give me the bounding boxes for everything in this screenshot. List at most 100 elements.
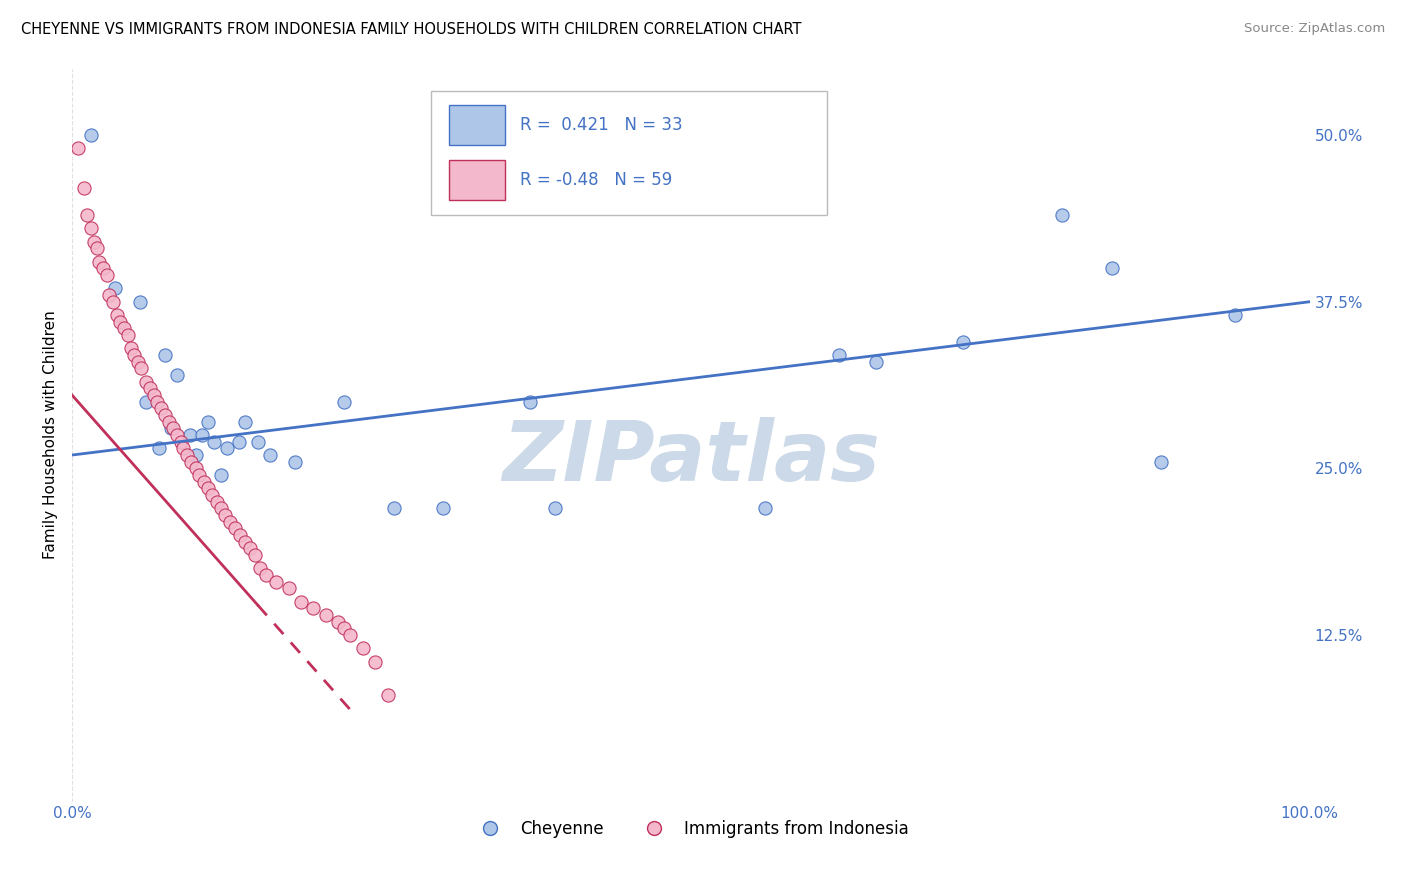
Point <box>1225 308 1247 322</box>
Point <box>239 541 262 556</box>
Point <box>135 375 157 389</box>
Point <box>202 434 225 449</box>
Point <box>101 294 124 309</box>
Point <box>172 442 194 456</box>
FancyBboxPatch shape <box>450 161 505 201</box>
Point <box>228 434 250 449</box>
Point <box>382 501 405 516</box>
Point <box>333 394 356 409</box>
Point <box>96 268 118 282</box>
Point <box>233 415 256 429</box>
Point <box>952 334 974 349</box>
Point <box>179 428 201 442</box>
Point <box>166 428 188 442</box>
Point <box>754 501 776 516</box>
Point <box>1050 208 1073 222</box>
Point <box>110 315 132 329</box>
Point <box>209 468 232 483</box>
Point <box>166 368 188 382</box>
Point <box>201 488 224 502</box>
Point <box>339 628 361 642</box>
Point <box>214 508 236 522</box>
Text: Source: ZipAtlas.com: Source: ZipAtlas.com <box>1244 22 1385 36</box>
Point <box>131 361 153 376</box>
Point <box>117 328 139 343</box>
Point <box>76 208 98 222</box>
Point <box>79 221 101 235</box>
Point <box>184 461 207 475</box>
Point <box>197 415 219 429</box>
Point <box>104 281 127 295</box>
Point <box>352 641 374 656</box>
Point <box>326 615 349 629</box>
Point <box>1101 261 1123 276</box>
Point <box>364 655 387 669</box>
Point <box>209 501 232 516</box>
Point <box>277 582 299 596</box>
Point <box>865 355 887 369</box>
Point <box>264 574 287 589</box>
Point <box>160 421 183 435</box>
Point <box>191 428 214 442</box>
Point <box>153 408 176 422</box>
Point <box>120 342 142 356</box>
Point <box>73 181 96 195</box>
Point <box>127 355 149 369</box>
Point <box>135 394 157 409</box>
Point <box>129 294 152 309</box>
FancyBboxPatch shape <box>450 105 505 145</box>
Point <box>315 607 337 622</box>
Point <box>153 348 176 362</box>
Text: ZIPatlas: ZIPatlas <box>502 417 880 498</box>
Text: R = -0.48   N = 59: R = -0.48 N = 59 <box>520 171 672 189</box>
Point <box>180 455 202 469</box>
Text: R =  0.421   N = 33: R = 0.421 N = 33 <box>520 116 682 134</box>
Point <box>290 594 312 608</box>
Point <box>188 468 211 483</box>
Point <box>229 528 252 542</box>
Point <box>302 601 325 615</box>
Point <box>254 568 277 582</box>
Point <box>83 235 105 249</box>
Point <box>148 442 170 456</box>
Point <box>224 521 246 535</box>
Point <box>146 394 169 409</box>
Point <box>432 501 454 516</box>
Point <box>112 321 135 335</box>
Point <box>519 394 541 409</box>
Point <box>150 401 173 416</box>
Point <box>142 388 165 402</box>
Point <box>170 434 193 449</box>
Y-axis label: Family Households with Children: Family Households with Children <box>44 310 58 559</box>
Point <box>284 455 307 469</box>
Point <box>162 421 184 435</box>
Point <box>233 534 256 549</box>
Point <box>243 548 266 562</box>
Point <box>91 261 114 276</box>
Point <box>98 288 121 302</box>
Point <box>193 475 215 489</box>
Point <box>246 434 269 449</box>
Point <box>139 381 162 395</box>
Point <box>89 254 111 268</box>
Point <box>249 561 271 575</box>
Point <box>219 515 242 529</box>
Point <box>377 688 399 702</box>
Text: CHEYENNE VS IMMIGRANTS FROM INDONESIA FAMILY HOUSEHOLDS WITH CHILDREN CORRELATIO: CHEYENNE VS IMMIGRANTS FROM INDONESIA FA… <box>21 22 801 37</box>
Point <box>122 348 145 362</box>
Point <box>157 415 180 429</box>
Point <box>184 448 207 462</box>
Point <box>197 481 219 495</box>
Point <box>828 348 851 362</box>
Point <box>1150 455 1173 469</box>
Point <box>67 141 90 155</box>
Point <box>105 308 128 322</box>
Point <box>86 242 108 256</box>
Point <box>333 621 356 635</box>
Point <box>176 448 198 462</box>
Point <box>543 501 565 516</box>
Point <box>79 128 101 143</box>
Point <box>215 442 238 456</box>
Point <box>259 448 281 462</box>
FancyBboxPatch shape <box>430 90 827 215</box>
